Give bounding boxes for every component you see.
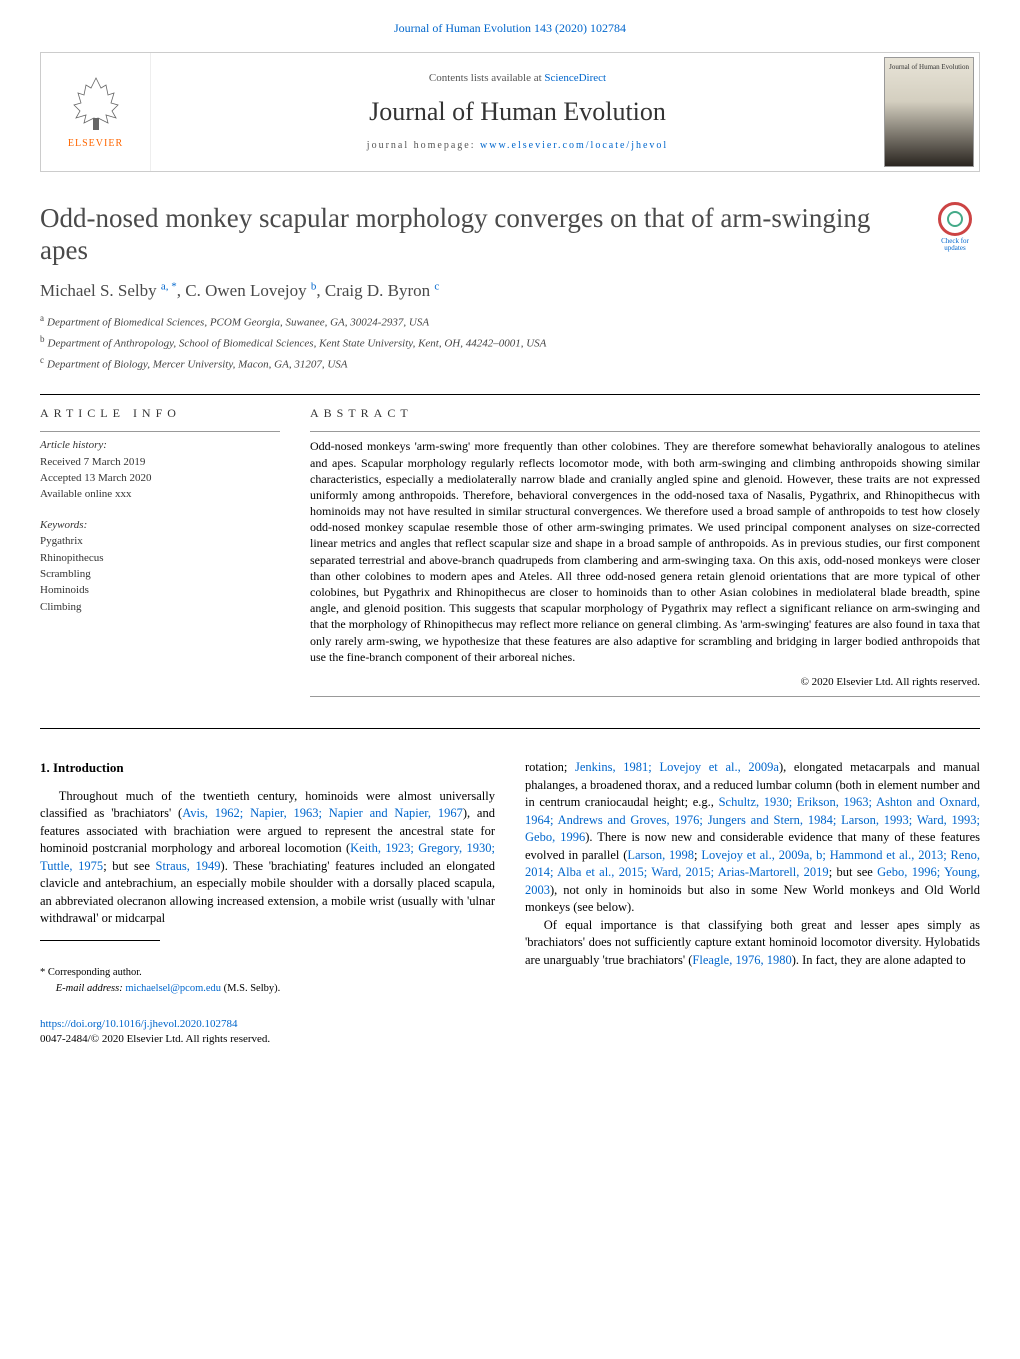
elsevier-brand-text: ELSEVIER (68, 137, 123, 151)
contents-prefix: Contents lists available at (429, 72, 544, 84)
doi-link[interactable]: https://doi.org/10.1016/j.jhevol.2020.10… (40, 1018, 238, 1030)
divider (40, 728, 980, 729)
intro-paragraph-1a: Throughout much of the twentieth century… (40, 788, 495, 928)
received-date: Received 7 March 2019 (40, 455, 280, 470)
citation-link[interactable]: Larson, 1998 (627, 848, 694, 862)
article-info-column: ARTICLE INFO Article history: Received 7… (40, 405, 280, 704)
journal-name-banner: Journal of Human Evolution (151, 94, 884, 130)
keywords-list: Pygathrix RhinopithecusScramblingHominoid… (40, 534, 280, 615)
contents-lists-line: Contents lists available at ScienceDirec… (151, 71, 884, 86)
affiliation-c: Department of Biology, Mercer University… (47, 359, 348, 371)
divider (40, 394, 980, 395)
affiliation-b: Department of Anthropology, School of Bi… (48, 338, 547, 350)
keywords-label: Keywords: (40, 518, 280, 533)
citation-link[interactable]: Fleagle, 1976, 1980 (692, 953, 791, 967)
keyword-item: Rhinopithecus (40, 551, 280, 566)
check-for-updates-badge[interactable]: Check for updates (930, 202, 980, 252)
keyword-item: Pygathrix (40, 534, 280, 549)
authors-line: Michael S. Selby a, *, C. Owen Lovejoy b… (40, 279, 980, 303)
citation-link[interactable]: Straus, 1949 (156, 859, 221, 873)
introduction-heading: 1. Introduction (40, 759, 495, 777)
homepage-line: journal homepage: www.elsevier.com/locat… (151, 139, 884, 153)
keyword-item: Climbing (40, 600, 280, 615)
divider (40, 431, 280, 432)
citation-link[interactable]: Journal of Human Evolution 143 (2020) 10… (394, 21, 626, 35)
divider (310, 431, 980, 432)
top-citation-link: Journal of Human Evolution 143 (2020) 10… (40, 20, 980, 37)
keyword-item: Hominoids (40, 583, 280, 598)
homepage-prefix: journal homepage: (367, 140, 480, 151)
cover-title-text: Journal of Human Evolution (889, 64, 969, 72)
info-abstract-row: ARTICLE INFO Article history: Received 7… (40, 405, 980, 704)
article-title: Odd-nosed monkey scapular morphology con… (40, 202, 910, 267)
article-body: 1. Introduction Throughout much of the t… (40, 759, 980, 1047)
article-header: Odd-nosed monkey scapular morphology con… (40, 202, 980, 374)
abstract-copyright: © 2020 Elsevier Ltd. All rights reserved… (310, 675, 980, 690)
banner-center: Contents lists available at ScienceDirec… (151, 71, 884, 153)
article-info-heading: ARTICLE INFO (40, 405, 280, 422)
check-updates-label: Check for updates (930, 238, 980, 252)
elsevier-logo[interactable]: ELSEVIER (41, 53, 151, 171)
footnote-block: * Corresponding author. E-mail address: … (40, 966, 495, 997)
doi-line: https://doi.org/10.1016/j.jhevol.2020.10… (40, 1015, 495, 1033)
journal-cover-thumbnail[interactable]: Journal of Human Evolution (884, 57, 974, 167)
keyword-item: Scrambling (40, 567, 280, 582)
abstract-column: ABSTRACT Odd-nosed monkeys 'arm-swing' m… (310, 405, 980, 704)
email-line: E-mail address: michaelsel@pcom.edu (M.S… (40, 982, 495, 997)
affiliation-a: Department of Biomedical Sciences, PCOM … (47, 317, 429, 329)
intro-paragraph-2: Of equal importance is that classifying … (525, 917, 980, 970)
intro-paragraph-1b: rotation; Jenkins, 1981; Lovejoy et al.,… (525, 759, 980, 917)
divider (310, 696, 980, 697)
author-email-link[interactable]: michaelsel@pcom.edu (125, 983, 221, 994)
citation-link[interactable]: Jenkins, 1981; Lovejoy et al., 2009a (575, 760, 779, 774)
bottom-copyright: 0047-2484/© 2020 Elsevier Ltd. All right… (40, 1032, 495, 1047)
corresponding-author-note: * Corresponding author. (40, 966, 495, 981)
history-label: Article history: (40, 438, 280, 453)
citation-link[interactable]: Avis, 1962; Napier, 1963; Napier and Nap… (182, 806, 463, 820)
available-online: Available online xxx (40, 487, 280, 502)
footnote-rule (40, 940, 160, 941)
abstract-heading: ABSTRACT (310, 405, 980, 422)
sciencedirect-link[interactable]: ScienceDirect (544, 72, 606, 84)
journal-banner: ELSEVIER Contents lists available at Sci… (40, 52, 980, 172)
homepage-link[interactable]: www.elsevier.com/locate/jhevol (480, 140, 668, 151)
abstract-text: Odd-nosed monkeys 'arm-swing' more frequ… (310, 438, 980, 665)
accepted-date: Accepted 13 March 2020 (40, 471, 280, 486)
affiliations-block: aDepartment of Biomedical Sciences, PCOM… (40, 312, 980, 373)
elsevier-tree-icon (66, 73, 126, 133)
check-updates-icon (938, 202, 972, 236)
